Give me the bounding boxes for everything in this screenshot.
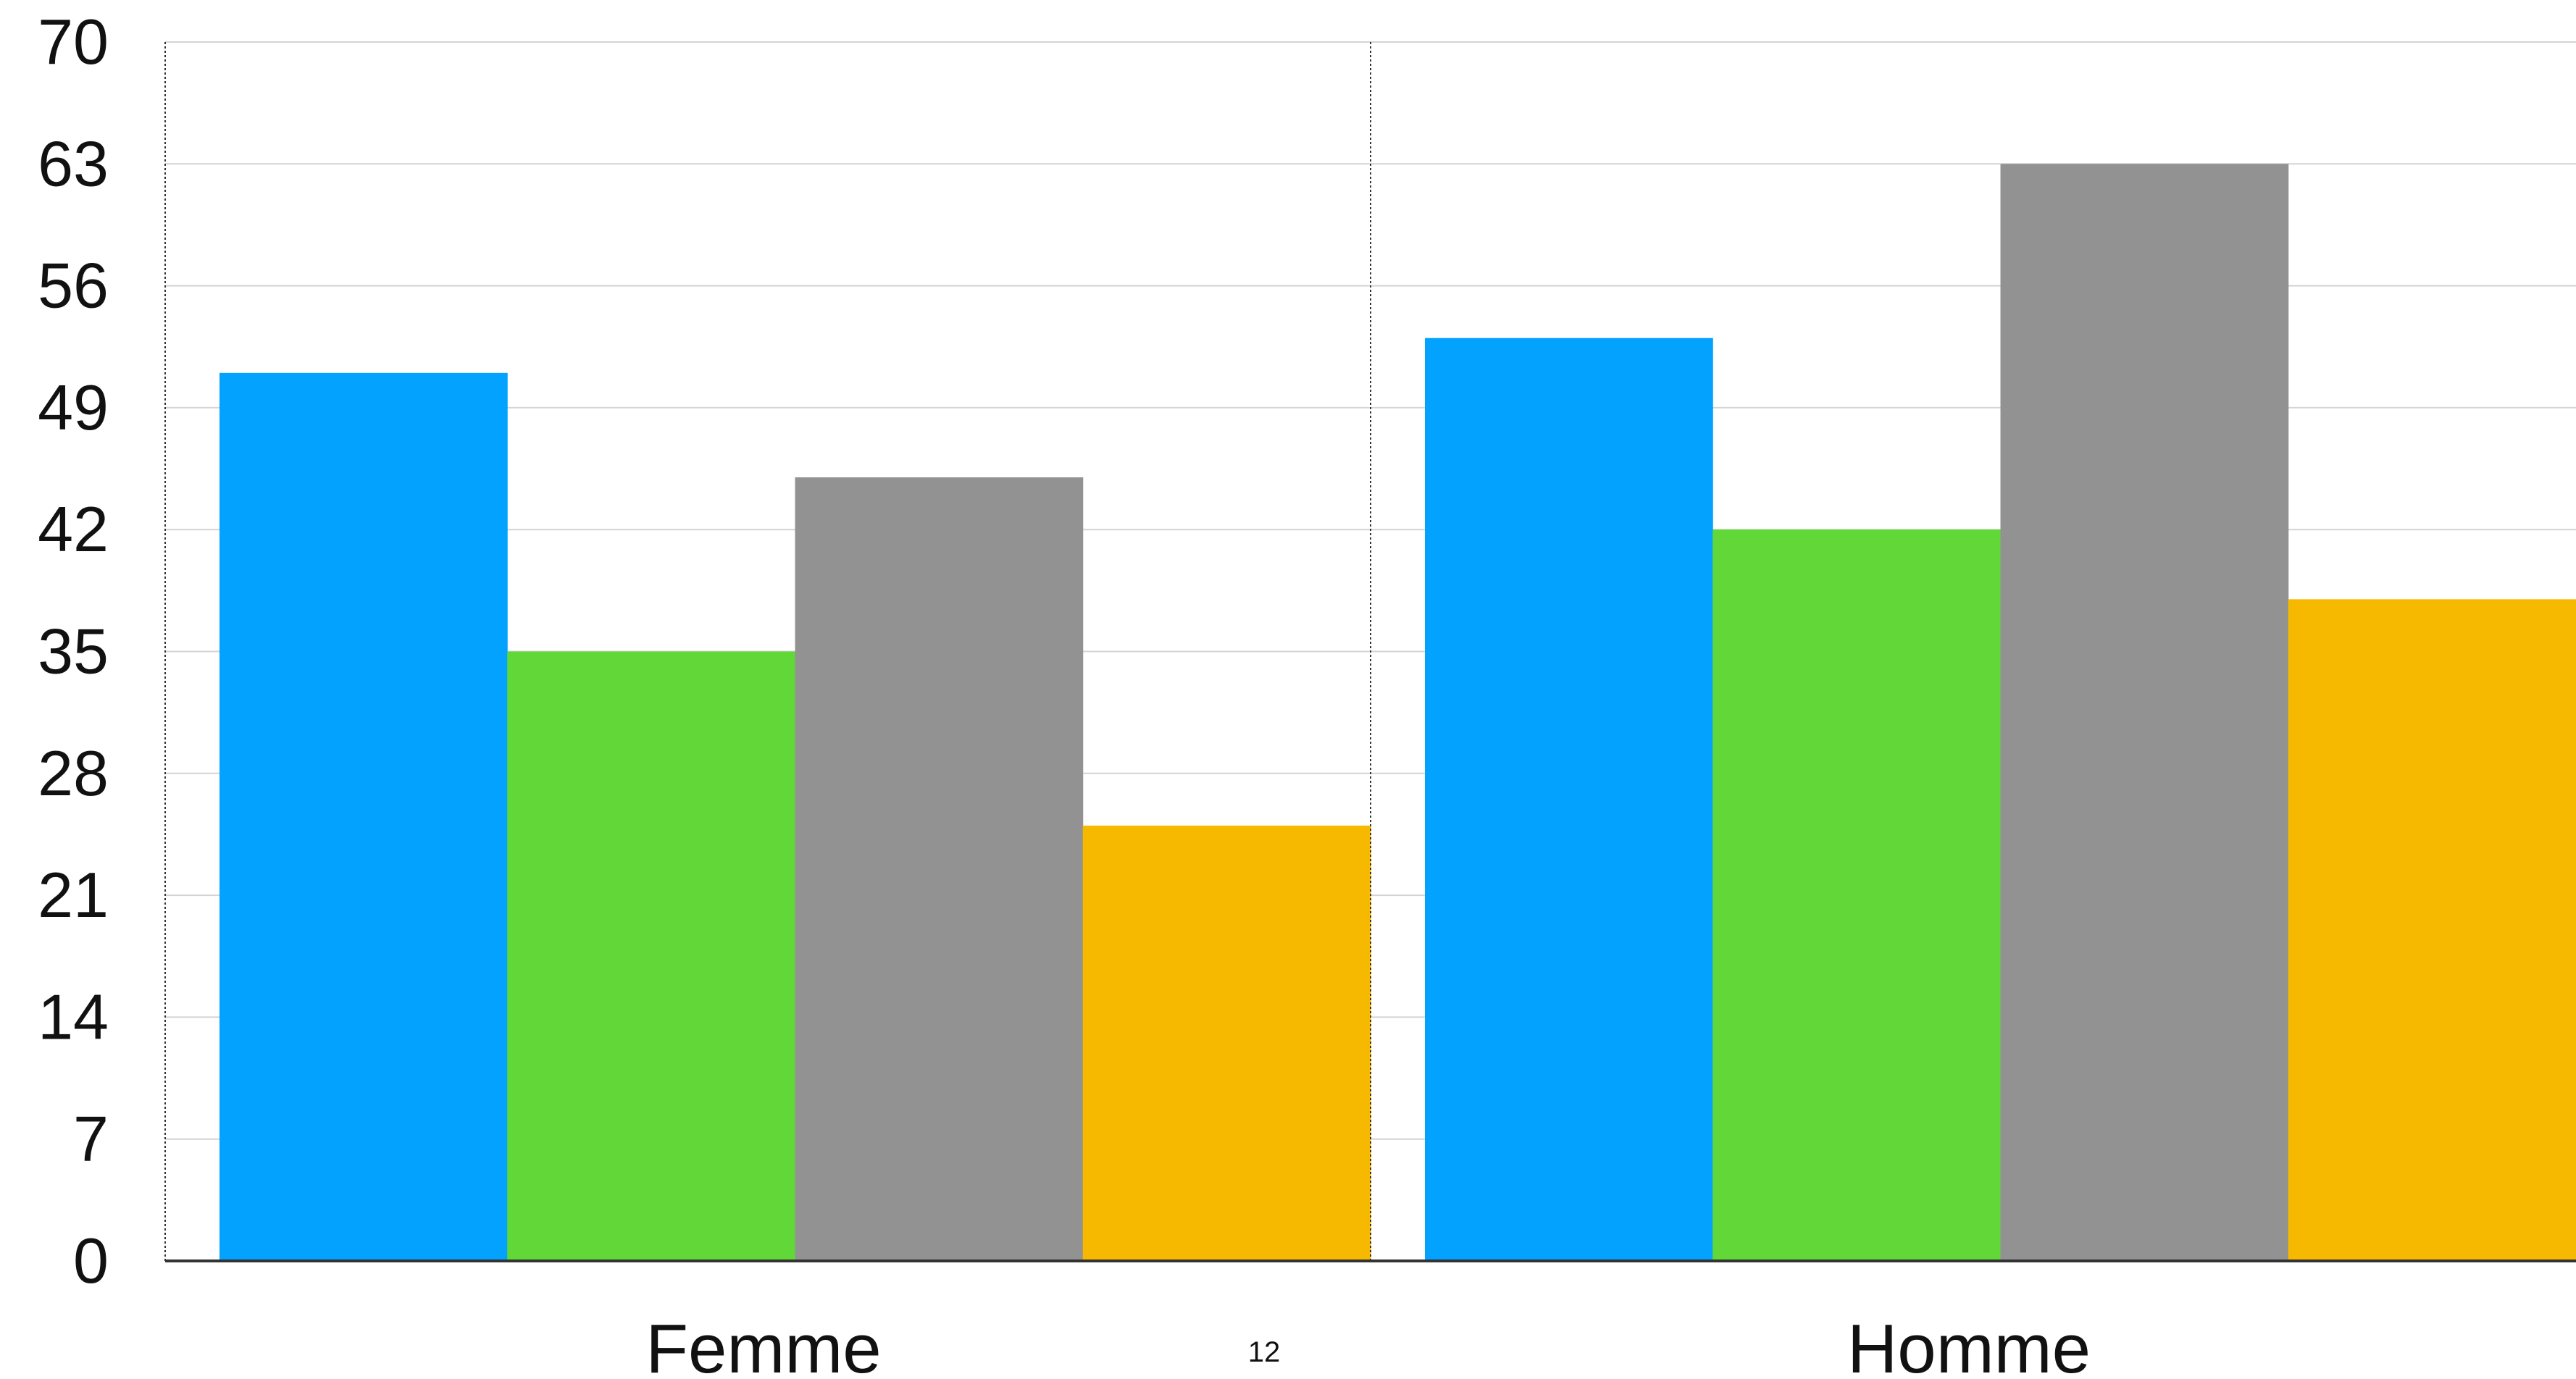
y-tick-label: 56 [38, 250, 109, 322]
bars [219, 164, 2576, 1262]
y-tick-label: 42 [38, 493, 109, 565]
y-tick-label: 28 [38, 737, 109, 809]
x-category-labels: Femme Homme [645, 1310, 2091, 1379]
y-tick-label: 0 [73, 1225, 109, 1296]
bar [2000, 164, 2289, 1261]
bar [1713, 529, 2001, 1261]
y-tick-label: 49 [38, 372, 109, 443]
bar [1425, 338, 1713, 1262]
y-tick-label: 21 [38, 859, 109, 931]
bar [1082, 825, 1371, 1261]
y-tick-label: 63 [38, 127, 109, 199]
axes [164, 42, 2576, 1262]
page-number: 12 [1248, 1336, 1281, 1368]
bar [2288, 599, 2576, 1261]
bar [219, 372, 508, 1262]
y-tick-label: 14 [38, 981, 109, 1052]
bar [507, 651, 795, 1261]
bar [795, 477, 1084, 1261]
x-category-label: Homme [1847, 1310, 2091, 1379]
y-tick-label: 7 [73, 1103, 109, 1175]
y-tick-label: 35 [38, 616, 109, 687]
y-tick-labels: 0 7 14 21 28 35 42 49 56 63 70 [38, 6, 109, 1296]
x-category-label: Femme [645, 1310, 881, 1379]
y-tick-label: 70 [38, 6, 109, 77]
